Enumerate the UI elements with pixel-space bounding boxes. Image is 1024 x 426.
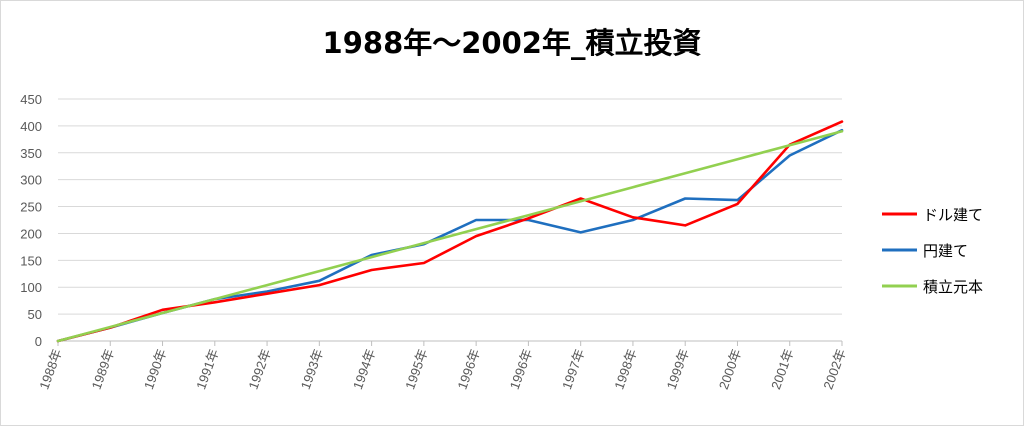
legend-label: 円建て xyxy=(923,242,968,260)
y-tick-label: 150 xyxy=(20,253,42,268)
chart-title: 1988年～2002年_積立投資 xyxy=(322,26,702,60)
y-tick-label: 300 xyxy=(20,173,42,188)
x-tick-label: 1990年 xyxy=(141,347,169,392)
y-tick-label: 200 xyxy=(20,226,42,241)
x-tick-label: 1998年 xyxy=(611,347,639,392)
series-line-2 xyxy=(56,130,844,343)
x-tick-label: 1996年 xyxy=(455,347,483,392)
x-tick-label: 1991年 xyxy=(193,347,221,392)
gridlines xyxy=(58,98,842,342)
x-tick-label: 1992年 xyxy=(245,347,273,392)
x-tick-label: 1993年 xyxy=(298,347,326,392)
y-tick-label: 450 xyxy=(20,92,42,107)
series-lines xyxy=(56,120,844,343)
legend-label: 積立元本 xyxy=(923,278,983,296)
y-tick-label: 100 xyxy=(20,280,42,295)
x-axis-ticks: 1988年 1989年 1990年 1991年 1992年 1993年 1994年 1995年… xyxy=(36,341,849,392)
x-tick-label: 1997年 xyxy=(559,347,587,392)
x-tick-label: 1989年 xyxy=(89,347,117,392)
y-axis-ticks: 0 50 100 150 200 250 300 350 400 450 xyxy=(20,92,42,349)
x-tick-label: 2002年 xyxy=(820,347,848,392)
x-tick-label: 1999年 xyxy=(664,347,692,392)
x-tick-label: 1996年 xyxy=(507,347,535,392)
y-tick-label: 350 xyxy=(20,146,42,161)
y-tick-label: 250 xyxy=(20,200,42,215)
x-tick-label: 2000年 xyxy=(716,347,744,392)
y-tick-label: 0 xyxy=(35,334,42,349)
y-tick-label: 50 xyxy=(28,307,42,322)
legend-label: ドル建て xyxy=(923,206,983,224)
x-tick-label: 1988年 xyxy=(36,347,64,392)
y-tick-label: 400 xyxy=(20,119,42,134)
x-tick-label: 1995年 xyxy=(402,347,430,392)
x-tick-label: 2001年 xyxy=(768,347,796,392)
x-tick-label: 1994年 xyxy=(350,347,378,392)
